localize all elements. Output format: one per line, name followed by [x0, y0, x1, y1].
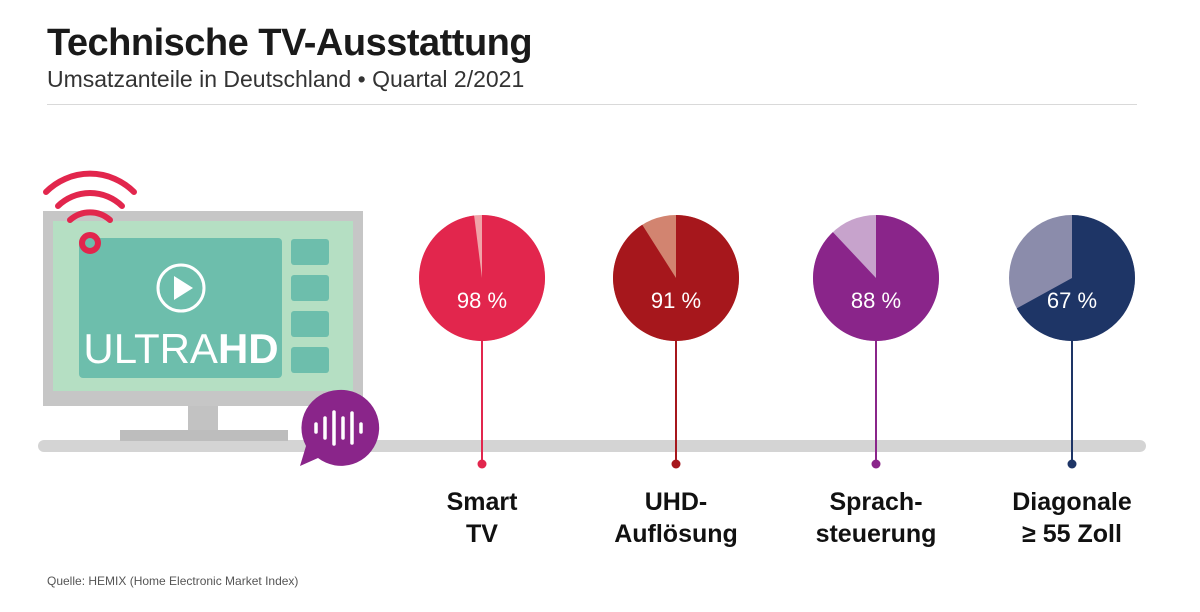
- pie-chart-group: 88 % Sprach-steuerung: [813, 215, 939, 548]
- category-label: Diagonale: [1012, 488, 1132, 516]
- connector-dot: [1068, 460, 1077, 469]
- thumbnail: [291, 275, 329, 301]
- thumbnail: [291, 311, 329, 337]
- tv-stand: [120, 430, 288, 441]
- category-label: TV: [466, 520, 498, 548]
- percent-label: 91 %: [651, 288, 701, 313]
- connector-dot: [872, 460, 881, 469]
- pie-chart-group: 91 % UHD- Auflösung: [613, 215, 739, 548]
- chart-area: ULTRAHD 98 % Smart TV 91 % UHD- Auflösung 88 %…: [0, 0, 1200, 612]
- ultra-hd-text: ULTRAHD: [83, 325, 278, 372]
- baseline-bar: [38, 440, 1146, 452]
- pie-value-slice: [613, 215, 739, 341]
- pie-charts: 98 % Smart TV 91 % UHD- Auflösung 88 % Sprach-s…: [419, 215, 1135, 548]
- hd-text: HD: [218, 325, 279, 372]
- tv-neck: [188, 404, 218, 434]
- pie-chart-group: 67 % Diagonale ≥ 55 Zoll: [1009, 215, 1135, 548]
- category-label: steuerung: [816, 520, 937, 548]
- percent-label: 88 %: [851, 288, 901, 313]
- pie-chart-group: 98 % Smart TV: [419, 215, 545, 548]
- ultra-text: ULTRA: [83, 325, 218, 372]
- category-label: Auflösung: [614, 520, 738, 548]
- category-label: UHD-: [645, 488, 708, 516]
- pie-value-slice: [419, 215, 545, 341]
- thumbnail: [291, 347, 329, 373]
- category-label: Sprach-: [829, 488, 922, 516]
- percent-label: 98 %: [457, 288, 507, 313]
- category-label: Smart: [447, 488, 519, 516]
- category-label: ≥ 55 Zoll: [1022, 520, 1122, 548]
- thumbnail: [291, 239, 329, 265]
- connector-dot: [672, 460, 681, 469]
- connector-dot: [478, 460, 487, 469]
- percent-label: 67 %: [1047, 288, 1097, 313]
- source-note: Quelle: HEMIX (Home Electronic Market In…: [47, 574, 298, 588]
